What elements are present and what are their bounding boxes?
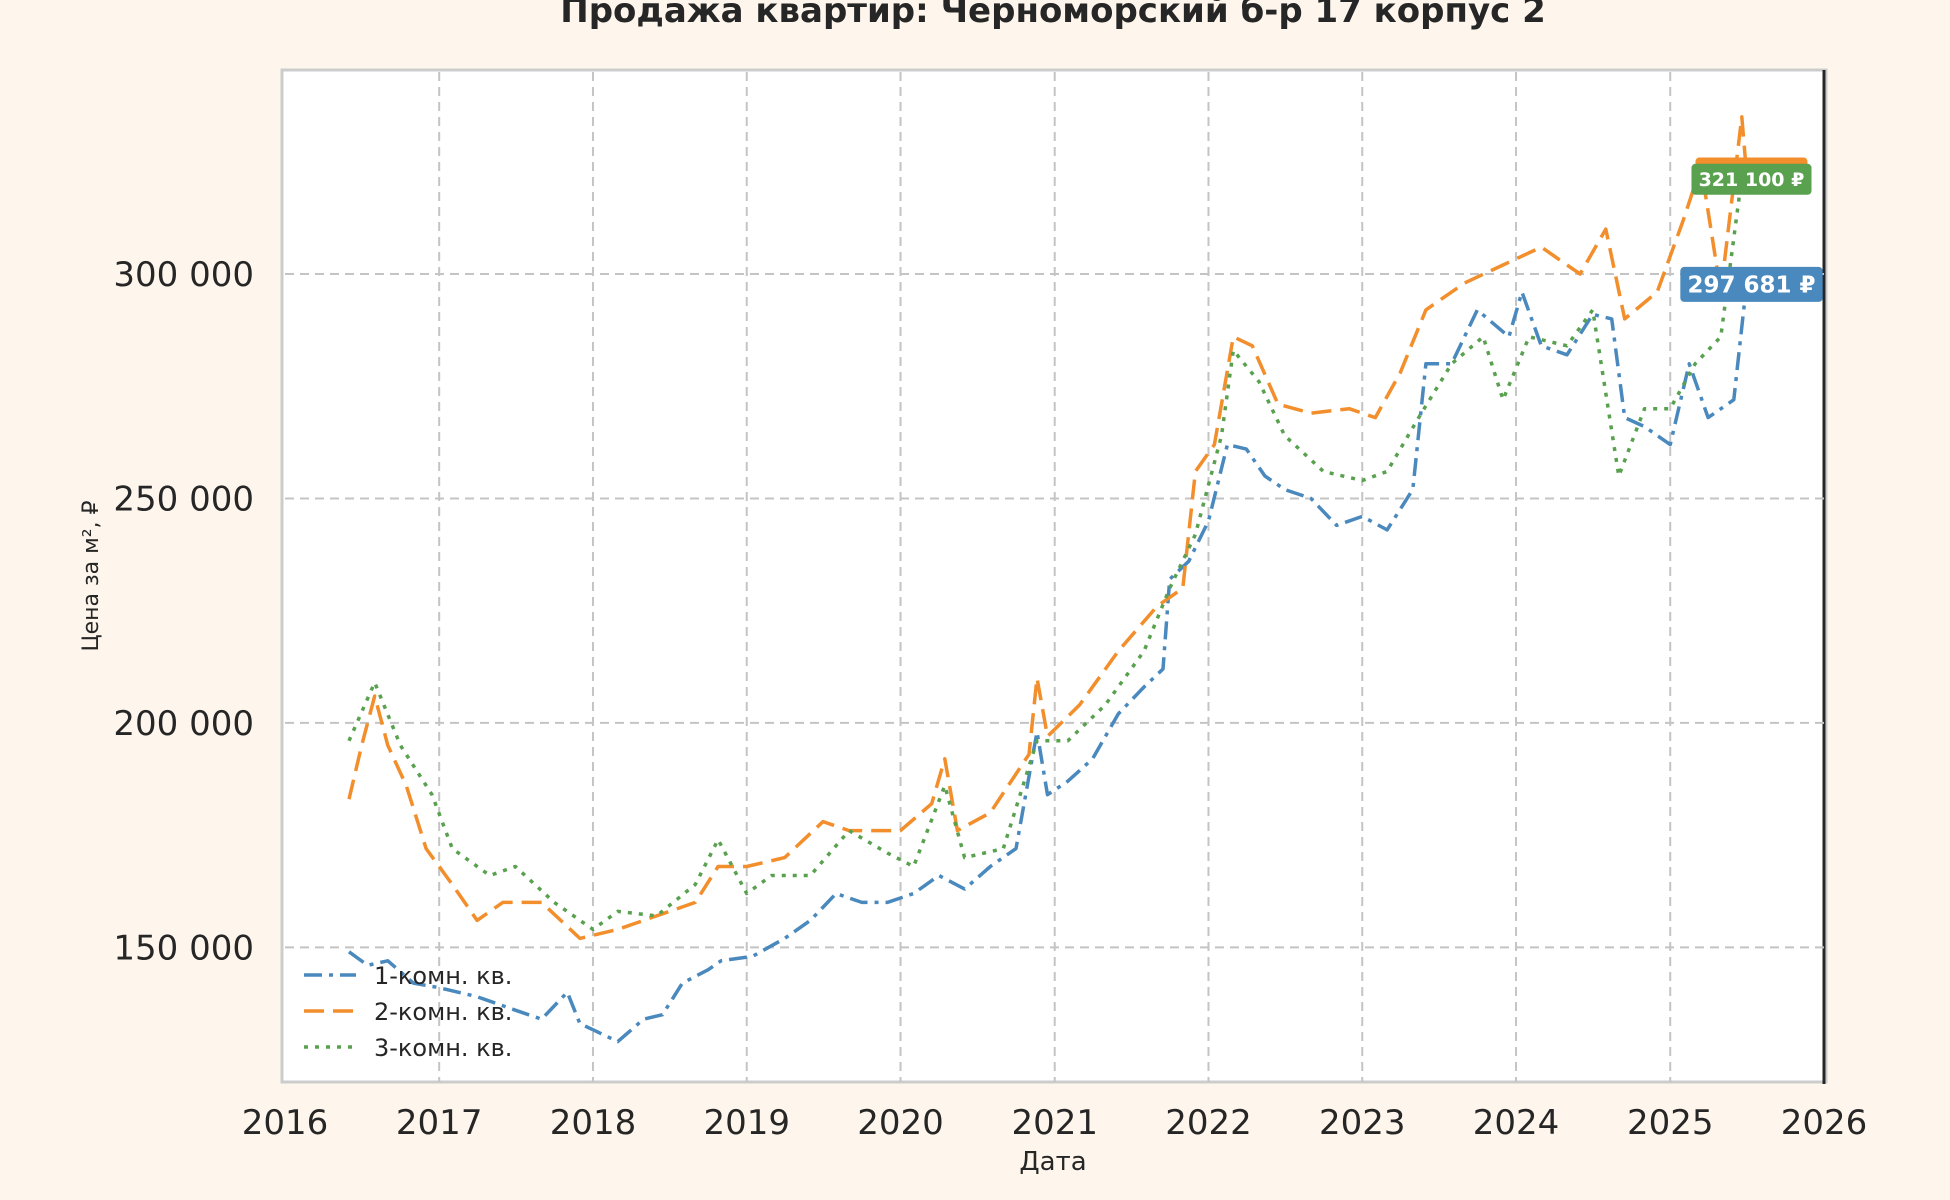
- series-line: [347, 178, 1749, 932]
- series-line: [347, 284, 1749, 1044]
- y-tick-label: 250 000: [113, 479, 254, 519]
- legend-label: 3-комн. кв.: [374, 1034, 512, 1062]
- x-tick-label: 2025: [1627, 1103, 1714, 1143]
- end-value-text: 297 681 ₽: [1687, 273, 1815, 299]
- series-lines: [347, 115, 1749, 1044]
- x-tick-label: 2018: [550, 1103, 637, 1143]
- y-tick-label: 300 000: [113, 255, 254, 295]
- y-axis-label: Цена за м², ₽: [79, 500, 104, 651]
- y-tick-labels: 150 000 200 000 250 000 300 000: [113, 255, 254, 968]
- end-value-badge: [1691, 163, 1812, 195]
- x-tick-label: 2024: [1473, 1103, 1560, 1143]
- legend: 1-комн. кв. 2-комн. кв. 3-комн. кв.: [304, 962, 512, 1062]
- x-tick-label: 2019: [703, 1103, 790, 1143]
- x-tick-label: 2016: [242, 1103, 329, 1143]
- series-line: [347, 115, 1749, 941]
- legend-label: 2-комн. кв.: [374, 998, 512, 1026]
- end-value-text: 321 100 ₽: [1699, 169, 1805, 191]
- x-tick-label: 2026: [1781, 1103, 1868, 1143]
- grid-lines: [285, 72, 1824, 1082]
- x-tick-labels: 2016 2017 2018 2019 2020 2021 2022 2023 2024 2025…: [242, 1103, 1868, 1143]
- y-tick-label: 200 000: [113, 704, 254, 744]
- y-tick-label: 150 000: [113, 928, 254, 968]
- x-tick-label: 2020: [857, 1103, 944, 1143]
- x-tick-label: 2017: [396, 1103, 483, 1143]
- legend-label: 1-комн. кв.: [374, 962, 512, 990]
- x-tick-label: 2022: [1165, 1103, 1252, 1143]
- x-tick-label: 2021: [1011, 1103, 1098, 1143]
- end-value-labels: 321 100 ₽ 297 681 ₽: [1680, 157, 1823, 302]
- x-axis-label: Дата: [1019, 1147, 1086, 1177]
- chart-title: Продажа квартир: Черноморский б-р 17 кор…: [560, 0, 1546, 31]
- end-value-badge: [1680, 266, 1823, 302]
- x-tick-label: 2023: [1319, 1103, 1406, 1143]
